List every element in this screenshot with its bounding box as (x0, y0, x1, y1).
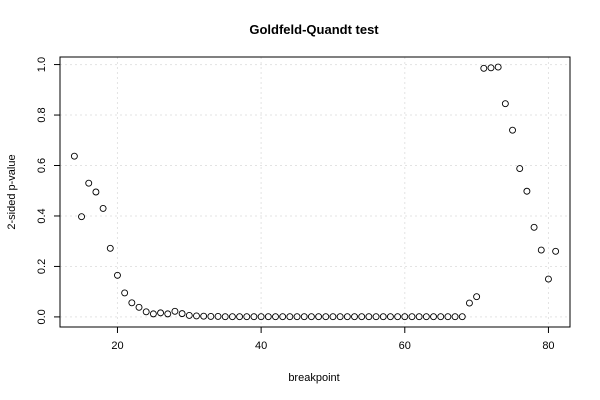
data-point (221, 313, 229, 321)
data-point (293, 313, 301, 321)
x-axis-label: breakpoint (288, 372, 339, 384)
data-point (509, 126, 516, 134)
data-point (236, 313, 244, 321)
data-point (264, 313, 272, 321)
data-point (343, 313, 351, 321)
data-point (128, 299, 136, 307)
data-point (516, 165, 524, 172)
y-tick-label: 0.0 (36, 309, 48, 324)
data-point (501, 100, 509, 108)
data-point (322, 313, 330, 321)
chart-title: Goldfeld-Quandt test (249, 22, 379, 37)
points-layer (70, 63, 560, 321)
data-point (178, 310, 186, 318)
data-point (279, 313, 287, 321)
data-point (351, 313, 358, 321)
data-point (70, 152, 78, 160)
data-point (365, 313, 373, 321)
data-point (444, 313, 452, 321)
data-point (394, 313, 402, 321)
data-point (487, 64, 495, 72)
x-tick-label: 40 (255, 340, 267, 352)
data-point (386, 313, 394, 321)
data-point (185, 311, 193, 319)
data-point (537, 246, 545, 254)
data-point (78, 213, 85, 221)
y-tick-label: 0.2 (36, 259, 48, 274)
x-tick-label: 20 (111, 340, 123, 352)
data-point (415, 313, 423, 321)
data-point (272, 313, 279, 321)
data-point (408, 313, 416, 321)
data-point (171, 307, 179, 315)
data-point (207, 312, 215, 320)
y-axis: 0.0 0.2 0.4 0.6 0.8 1.0 (36, 57, 60, 325)
data-point (214, 312, 222, 320)
data-point (494, 63, 502, 71)
data-point (286, 313, 294, 321)
data-point (430, 313, 437, 321)
data-point (114, 271, 121, 279)
data-point (300, 313, 308, 321)
data-point (480, 64, 488, 72)
data-point (164, 310, 172, 318)
data-point (372, 313, 380, 321)
data-point (228, 313, 236, 321)
data-point (121, 289, 129, 297)
data-point (336, 313, 344, 321)
y-tick-label: 0.8 (36, 107, 48, 122)
data-point (243, 313, 251, 321)
data-point (422, 313, 430, 321)
data-point (200, 312, 208, 320)
data-point (157, 309, 165, 317)
grid-layer (60, 57, 570, 327)
data-point (523, 187, 531, 195)
data-point (250, 313, 258, 321)
data-point (142, 308, 150, 316)
data-point (552, 247, 560, 255)
data-point (545, 275, 552, 283)
data-point (458, 313, 466, 321)
data-point (106, 244, 114, 252)
data-point (99, 204, 107, 212)
data-point (85, 179, 93, 187)
data-point (329, 313, 337, 321)
data-point (437, 313, 445, 321)
y-tick-label: 0.6 (36, 158, 48, 173)
data-point (530, 223, 538, 231)
data-point (193, 312, 200, 320)
data-point (149, 310, 157, 318)
data-point (451, 313, 459, 321)
data-point (92, 188, 100, 196)
data-point (307, 313, 315, 321)
x-tick-label: 80 (542, 340, 554, 352)
y-tick-label: 1.0 (36, 57, 48, 72)
data-point (401, 313, 409, 321)
data-point (257, 313, 265, 321)
plot-frame (59, 56, 571, 328)
x-tick-label: 60 (399, 340, 411, 352)
data-point (315, 313, 323, 321)
data-point (465, 299, 473, 307)
data-point (473, 293, 481, 301)
x-axis: 20 40 60 80 (111, 327, 555, 352)
y-tick-label: 0.4 (36, 208, 48, 223)
y-axis-label: 2-sided p-value (6, 154, 18, 229)
data-point (135, 303, 143, 311)
data-point (379, 313, 387, 321)
data-point (358, 313, 366, 321)
